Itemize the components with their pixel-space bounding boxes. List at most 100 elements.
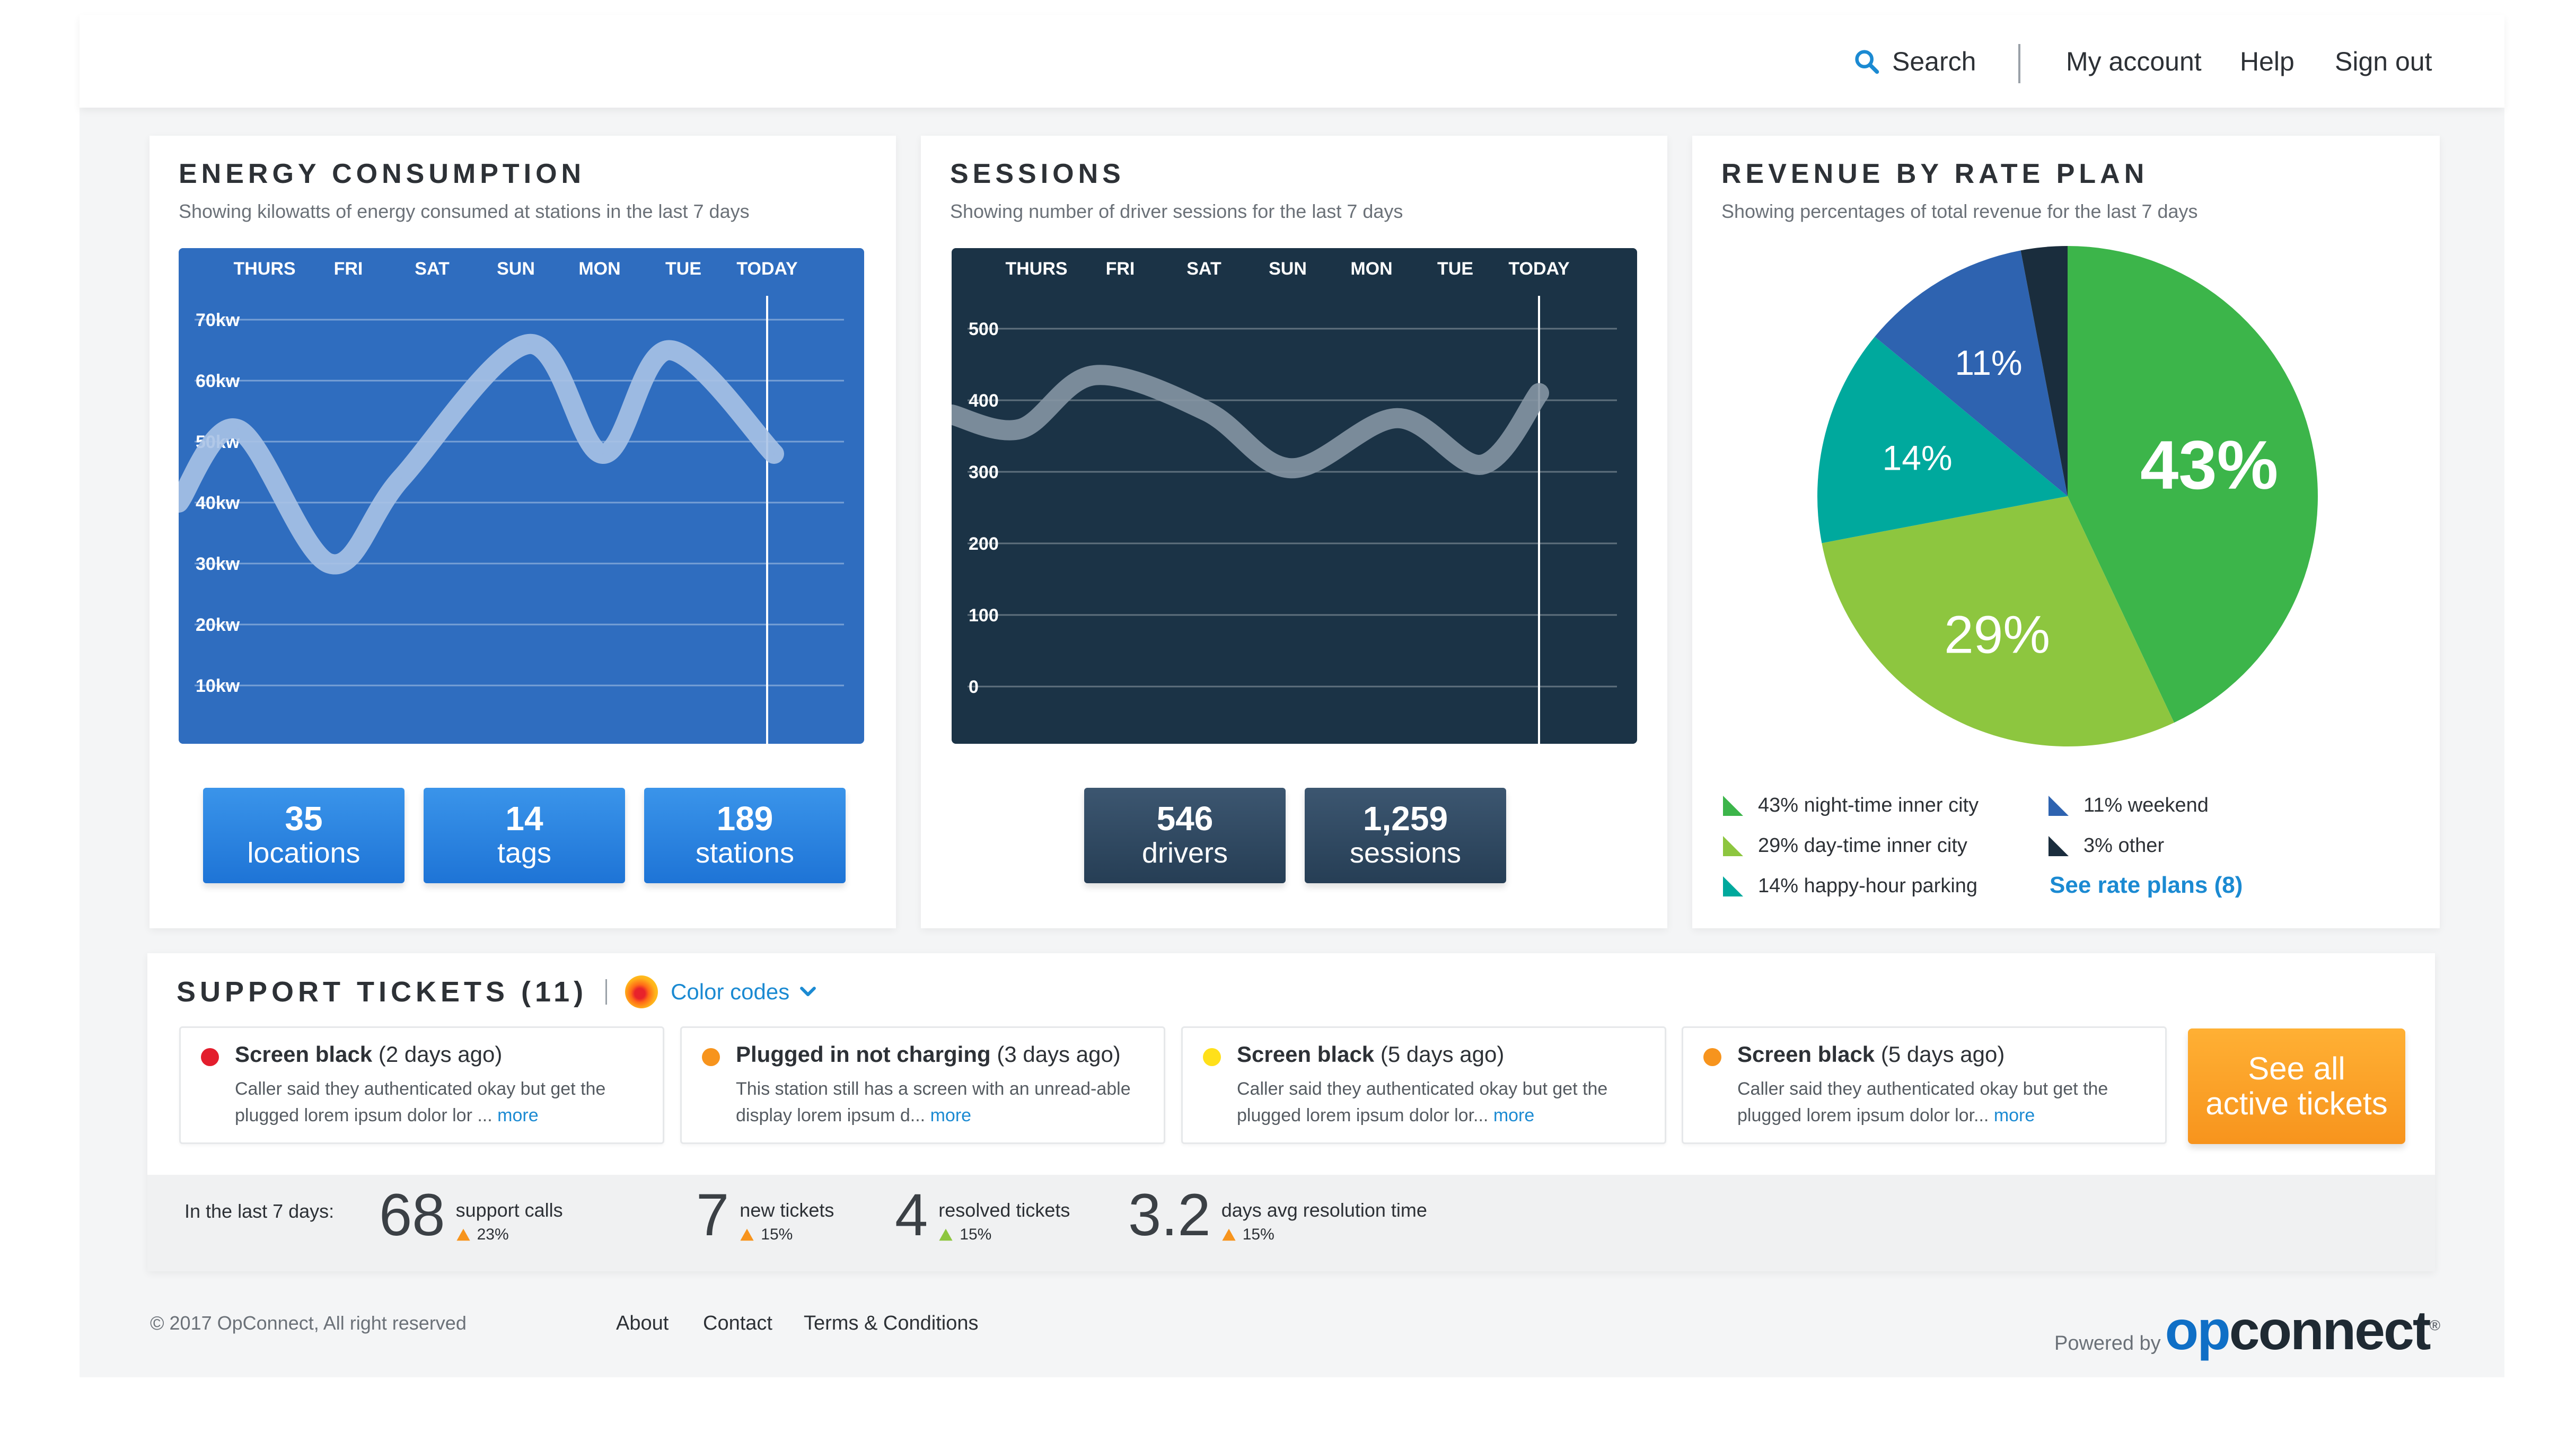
ticket-card[interactable]: Screen black (2 days ago) Caller said th… [179,1026,664,1144]
chevron-down-icon [800,987,816,997]
data-point [400,477,402,479]
ticket-age: (3 days ago) [997,1042,1121,1067]
my-account-link[interactable]: My account [2066,46,2202,76]
see-rate-plans-link[interactable]: See rate plans (8) [2050,872,2243,898]
pie-slice [2020,246,2068,496]
data-point [668,349,670,351]
priority-dot [702,1048,720,1066]
x-tick-label: FRI [334,259,363,279]
legend-item: 29% day-time inner city [1723,834,1967,857]
ticket-body: Caller said they authenticated okay but … [235,1076,648,1129]
pie-slice-label: 14% [1882,438,1952,477]
tickets-header: SUPPORT TICKETS (11) Color codes [177,975,817,1008]
sessions-stat-button[interactable]: 1,259 sessions [1305,788,1506,883]
see-all-tickets-button[interactable]: See all active tickets [2188,1028,2405,1144]
ticket-heading: Screen black (5 days ago) [1237,1042,1504,1067]
help-link[interactable]: Help [2240,46,2294,76]
nav-divider [2018,44,2020,83]
stations-stat-button[interactable]: 189 stations [644,788,846,883]
data-point [1481,464,1483,466]
ticket-text: Caller said they authenticated okay but … [235,1079,606,1125]
powered-by: Powered by opconnect® [2054,1300,2440,1361]
kpi-resolved-tickets: 4 resolved tickets 15% [895,1185,1070,1245]
ticket-age: (5 days ago) [1380,1042,1505,1067]
support-tickets-card: SUPPORT TICKETS (11) Color codes Screen … [147,953,2435,1271]
triangle-up-icon [1222,1228,1236,1241]
legend-swatch [2049,836,2069,856]
logo-op: op [2165,1300,2231,1361]
footer-link-about[interactable]: About [616,1312,669,1334]
sign-out-link[interactable]: Sign out [2335,46,2432,76]
card-title: ENERGY CONSUMPTION [179,159,586,189]
stat-label: locations [247,837,361,869]
sessions-card: SESSIONS Showing number of driver sessio… [921,136,1667,928]
search-link[interactable]: Search [1853,15,1976,108]
powered-by-label: Powered by [2054,1332,2161,1355]
y-tick-label: 200 [969,534,999,554]
ticket-text: Caller said they authenticated okay but … [1237,1079,1608,1125]
pie-slice-label: 29% [1944,605,2050,665]
priority-dot [1203,1048,1221,1066]
data-point [1396,417,1398,419]
y-tick-label: 100 [969,605,999,626]
x-tick-label: THURS [233,259,295,279]
ticket-text: Caller said they authenticated okay but … [1737,1079,2108,1125]
ticket-heading: Screen black (5 days ago) [1737,1042,2004,1067]
kpi-change-value: 15% [960,1226,992,1243]
kpi-change-value: 15% [761,1226,793,1243]
data-point [773,453,775,455]
y-tick-label: 300 [969,462,999,482]
more-link[interactable]: more [930,1105,972,1125]
legend-label: 29% day-time inner city [1758,834,1967,857]
drivers-stat-button[interactable]: 546 drivers [1084,788,1286,883]
ticket-card[interactable]: Screen black (5 days ago) Caller said th… [1181,1026,1666,1144]
tags-stat-button[interactable]: 14 tags [424,788,625,883]
chart-svg: THURS FRI SAT SUN MON TUE TODAY 500 400 300 200 100… [952,248,1637,744]
legend-label: 14% happy-hour parking [1758,875,1978,897]
more-link[interactable]: more [1493,1105,1535,1125]
ticket-heading: Screen black (2 days ago) [235,1042,502,1067]
y-tick-label: 400 [969,391,999,411]
tickets-title: SUPPORT TICKETS (11) [177,976,588,1008]
ticket-card[interactable]: Screen black (5 days ago) Caller said th… [1682,1026,2167,1144]
footer-link-contact[interactable]: Contact [703,1312,772,1334]
dashboard-page: Search My account Help Sign out ENERGY C… [80,15,2504,1377]
stat-value: 546 [1156,799,1214,838]
legend-swatch [2049,795,2069,816]
legend-item: 11% weekend [2049,794,2209,817]
stat-value: 14 [505,799,543,838]
ticket-card[interactable]: Plugged in not charging (3 days ago) Thi… [680,1026,1165,1144]
kpi-name: support calls [455,1199,563,1221]
header-divider [605,979,608,1005]
x-tick-label: TODAY [1508,259,1570,279]
legend-label: 3% other [2083,834,2165,857]
ticket-age: (2 days ago) [378,1042,503,1067]
more-link[interactable]: more [497,1105,539,1125]
see-all-line2: active tickets [2205,1086,2388,1121]
ticket-title: Plugged in not charging [736,1042,991,1067]
footer-link-terms[interactable]: Terms & Conditions [804,1312,979,1334]
y-tick-label: 40kw [196,493,240,513]
kpi-value: 7 [696,1182,729,1248]
swatch-other [2049,836,2069,856]
stat-value: 189 [716,799,773,838]
energy-line-chart: THURS FRI SAT SUN MON TUE TODAY 70kw 60kw 50kw 40k… [179,248,864,744]
locations-stat-button[interactable]: 35 locations [203,788,405,883]
x-tick-label: TUE [1437,259,1473,279]
more-link[interactable]: more [1993,1105,2035,1125]
legend-swatch [1723,876,1743,896]
color-codes-dropdown[interactable]: Color codes [671,979,817,1005]
stat-label: tags [497,837,552,869]
logo-mark: ® [2429,1317,2440,1334]
kpi-value: 68 [379,1182,445,1248]
stat-value: 1,259 [1362,799,1448,838]
stat-label: stations [695,837,795,869]
x-tick-label: MON [578,259,620,279]
kpi-avg-resolution: 3.2 days avg resolution time 15% [1128,1185,1427,1245]
search-label: Search [1892,46,1976,76]
revenue-by-rate-plan-card: REVENUE BY RATE PLAN Showing percentages… [1692,136,2440,928]
kpi-value: 3.2 [1128,1182,1211,1248]
ticket-title: Screen black [1737,1042,1875,1067]
kpi-support-calls: 68 support calls 23% [379,1185,563,1245]
search-icon [1855,49,1879,74]
